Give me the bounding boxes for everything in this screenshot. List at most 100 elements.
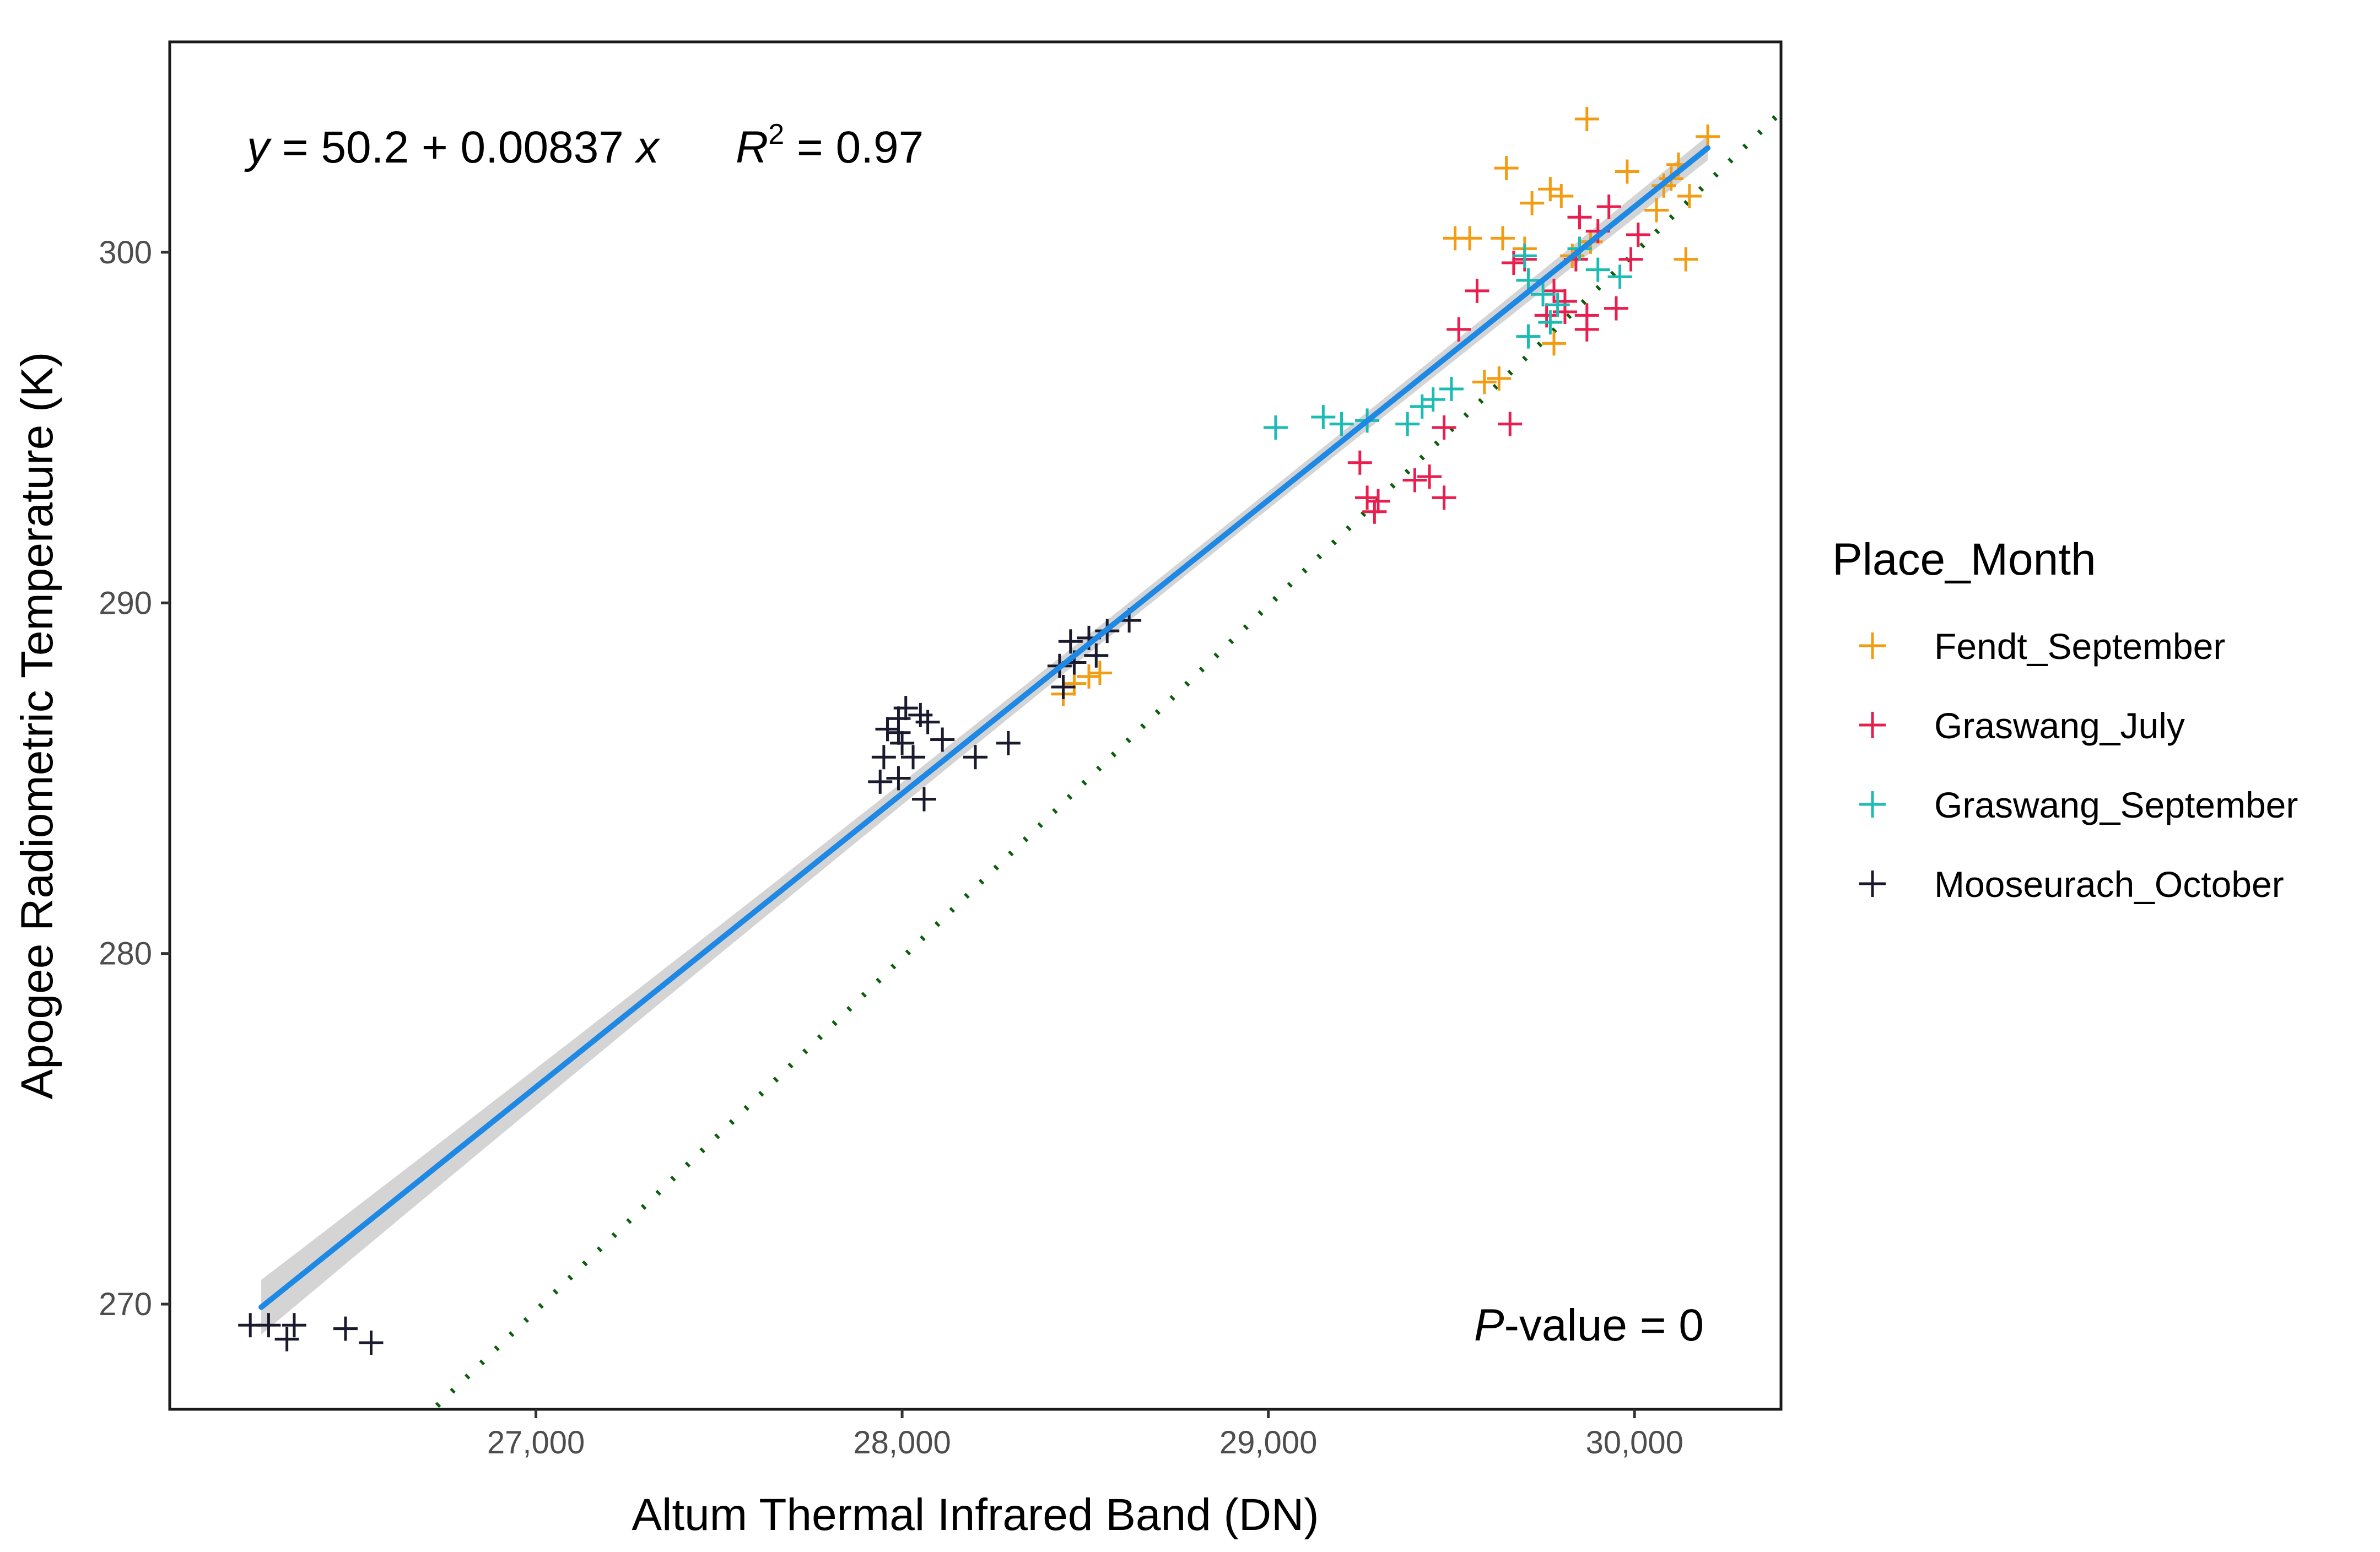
plot-layer	[238, 107, 1781, 1408]
data-point	[1084, 643, 1109, 668]
data-point	[1644, 198, 1669, 223]
data-point	[1087, 661, 1112, 685]
data-point	[1439, 377, 1464, 402]
y-tick-label: 270	[99, 1286, 152, 1322]
data-point	[996, 731, 1021, 755]
legend-label: Graswang_September	[1934, 785, 2298, 825]
data-point	[911, 787, 936, 812]
legend: Place_Month Fendt_September Graswang_July…	[1832, 534, 2298, 905]
data-point	[1520, 191, 1545, 215]
x-tick-label: 29,000	[1219, 1425, 1317, 1461]
data-point	[1402, 468, 1427, 493]
x-axis-ticks: 27,000 28,000 29,000 30,000	[487, 1409, 1683, 1461]
data-point	[1626, 223, 1650, 247]
legend-key	[1859, 791, 1886, 818]
data-point	[1311, 404, 1336, 429]
x-tick-label: 28,000	[853, 1425, 951, 1461]
data-point	[1677, 184, 1702, 209]
data-point	[1062, 671, 1087, 696]
data-point	[333, 1316, 358, 1341]
data-point	[893, 696, 918, 721]
data-point	[1051, 674, 1076, 699]
data-point	[1077, 664, 1102, 689]
data-point	[1432, 485, 1456, 510]
data-point	[886, 766, 911, 791]
series-graswang-september	[1263, 236, 1632, 440]
legend-label: Fendt_September	[1934, 626, 2225, 667]
data-point	[868, 769, 893, 794]
legend-label: Mooseurach_October	[1934, 864, 2284, 905]
p-symbol: P	[1474, 1300, 1504, 1350]
data-point	[1674, 247, 1698, 272]
x-tick-label: 27,000	[487, 1425, 585, 1461]
data-point	[1487, 366, 1512, 391]
data-point	[359, 1331, 384, 1355]
p-value-annotation: P-value = 0	[1474, 1300, 1704, 1350]
p-value-text: -value = 0	[1504, 1300, 1704, 1350]
plot-border	[168, 40, 1783, 1411]
data-point	[1549, 184, 1574, 209]
regression-equation: y = 50.2 + 0.00837 x	[244, 122, 661, 172]
data-point	[886, 720, 911, 745]
regression-line	[258, 145, 1711, 1310]
data-point	[1355, 485, 1380, 510]
data-point	[1447, 317, 1471, 342]
data-point	[1574, 317, 1599, 342]
data-point	[1607, 264, 1632, 289]
data-point	[282, 1313, 306, 1338]
data-point	[1347, 450, 1372, 475]
legend-key	[1859, 632, 1886, 659]
equation-y-symbol: y	[244, 122, 272, 172]
data-point	[1541, 278, 1566, 303]
data-point	[1395, 412, 1420, 436]
legend-key	[1859, 870, 1886, 897]
r2-symbol: R	[736, 122, 768, 172]
data-point	[1443, 226, 1467, 251]
data-point	[274, 1327, 299, 1351]
legend-label: Graswang_July	[1934, 705, 2185, 746]
data-point	[1263, 415, 1288, 440]
data-point	[890, 731, 915, 755]
data-point	[1329, 412, 1354, 436]
data-point	[1538, 310, 1563, 335]
data-point	[1545, 293, 1570, 317]
data-point	[1567, 205, 1592, 230]
data-point	[915, 710, 940, 734]
y-tick-label: 300	[99, 235, 152, 271]
data-point	[1366, 489, 1390, 513]
data-point	[1490, 226, 1515, 251]
data-point	[1615, 159, 1639, 184]
equation-x-symbol: x	[634, 122, 661, 172]
series-graswang-july	[1347, 194, 1650, 524]
data-point	[963, 745, 987, 770]
y-axis-ticks: 270 280 290 300	[99, 235, 170, 1322]
data-point	[1618, 247, 1643, 272]
data-point	[1494, 156, 1519, 181]
data-point	[1432, 415, 1456, 440]
legend-entries: Fendt_September Graswang_July Graswang_Sep…	[1859, 626, 2298, 905]
data-point	[1596, 194, 1621, 219]
r2-value: = 0.97	[784, 122, 924, 172]
data-point	[1410, 394, 1434, 419]
data-point	[1516, 324, 1541, 349]
data-point	[1465, 278, 1489, 303]
data-point	[1541, 331, 1566, 356]
data-point	[1362, 499, 1387, 524]
r-squared-annotation: R2 = 0.97	[736, 118, 924, 172]
data-point	[238, 1313, 263, 1338]
r2-exponent: 2	[768, 118, 784, 150]
x-tick-label: 30,000	[1585, 1425, 1683, 1461]
data-point	[1498, 412, 1523, 436]
data-point	[1472, 370, 1497, 394]
data-point	[1512, 244, 1537, 268]
data-point	[901, 745, 926, 770]
y-tick-label: 280	[99, 936, 152, 972]
data-point	[1574, 107, 1599, 132]
legend-key	[1859, 712, 1886, 738]
data-point	[1696, 124, 1720, 149]
data-point	[1585, 257, 1610, 282]
y-tick-label: 290	[99, 585, 152, 621]
legend-title: Place_Month	[1832, 534, 2096, 585]
equation-rhs: = 50.2 + 0.00837	[269, 122, 636, 172]
